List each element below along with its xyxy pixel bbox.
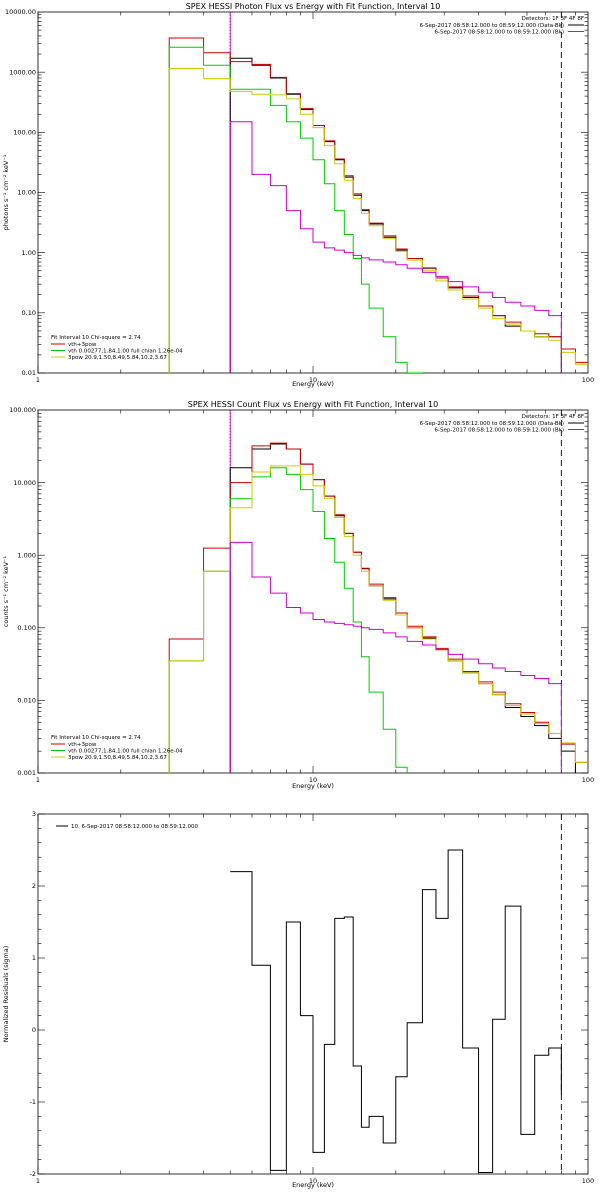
- series-10-: [230, 849, 562, 1174]
- series-vth-3pow: [168, 37, 588, 373]
- y-tick-label: 10.00: [17, 189, 36, 197]
- x-axis-label: Energy (keV): [292, 1181, 334, 1189]
- x-tick-label: 100: [582, 1177, 594, 1185]
- x-tick-label: 1: [36, 376, 40, 384]
- y-tick-label: 0.001: [17, 769, 36, 777]
- count-flux-chart: SPEX HESSI Count Flux vs Energy with Fit…: [2, 400, 594, 790]
- fit-legend-header: Fit Interval 10 Chi-square = 2.74: [51, 335, 141, 341]
- x-tick-label: 100: [582, 376, 594, 384]
- series-bk: [229, 121, 562, 373]
- series-vth: [168, 467, 408, 773]
- series-vth-3pow: [168, 442, 588, 773]
- y-tick-label: 100.000: [9, 406, 36, 414]
- chart-title: SPEX HESSI Photon Flux vs Energy with Fi…: [186, 2, 441, 11]
- x-tick-label: 1: [36, 776, 40, 784]
- fit-legend-entry: vth 0.00277,1.84,1.00 full chian 1.26e-0…: [68, 349, 183, 355]
- series-vth: [168, 46, 423, 373]
- photon-flux-chart: SPEX HESSI Photon Flux vs Energy with Fi…: [2, 2, 594, 388]
- series-data-bk: [229, 443, 576, 773]
- x-tick-label: 1: [36, 1177, 40, 1185]
- x-axis-label: Energy (keV): [292, 380, 334, 388]
- y-tick-label: 1.000: [17, 551, 36, 559]
- y-tick-label: 2: [32, 882, 36, 890]
- x-tick-label: 10: [309, 1177, 317, 1185]
- y-tick-label: 100.00: [13, 129, 36, 137]
- y-tick-label: 0.10: [22, 309, 36, 317]
- legend-entry: 6-Sep-2017 08:58:12.000 to 08:59:12.000 …: [435, 428, 565, 434]
- fit-legend-header: Fit Interval 10 Chi-square = 2.74: [51, 735, 141, 741]
- chart-title: SPEX HESSI Count Flux vs Energy with Fit…: [188, 400, 439, 409]
- legend-header: Detectors: 1F 3F 4F 8F: [522, 16, 584, 22]
- y-tick-label: 0.01: [22, 369, 36, 377]
- y-tick-label: 10000.00: [5, 8, 36, 16]
- legend-entry: 6-Sep-2017 08:58:12.000 to 08:59:12.000 …: [435, 30, 565, 36]
- x-axis-label: Energy (keV): [292, 782, 334, 790]
- fit-legend-entry: vth+3pow: [68, 742, 97, 748]
- series-group: [168, 37, 588, 373]
- y-tick-label: 1: [32, 954, 36, 962]
- legend-entry: 6-Sep-2017 08:58:12.000 to 08:59:12.000 …: [420, 23, 564, 29]
- fit-legend-entry: 3pow 20.9,1.50,8.49,5.84,10.2,3.67: [68, 755, 167, 761]
- y-tick-label: -1: [30, 1098, 36, 1106]
- fit-legend-entry: 3pow 20.9,1.50,8.49,5.84,10.2,3.67: [68, 355, 167, 361]
- y-axis-label: photons s⁻¹ cm⁻² keV⁻¹: [2, 154, 10, 230]
- fit-legend-entry: vth+3pow: [68, 342, 97, 348]
- fit-legend-entry: vth 0.00277,1.84,1.00 full chian 1.26e-0…: [68, 749, 183, 755]
- y-tick-label: 0.100: [17, 624, 36, 632]
- y-axis-label: Normalized Residuals (sigma): [2, 946, 10, 1043]
- y-tick-label: 10.000: [13, 479, 36, 487]
- y-tick-label: 1.00: [22, 249, 36, 257]
- legend-entry: 6-Sep-2017 08:58:12.000 to 08:59:12.000 …: [420, 421, 564, 427]
- series-group: [230, 849, 562, 1174]
- series-group: [168, 442, 588, 773]
- series-3pow: [168, 465, 588, 773]
- x-tick-label: 10: [309, 776, 317, 784]
- residual-legend-entry: 10. 6-Sep-2017 08:58:12.000 to 08:59:12.…: [71, 824, 198, 830]
- y-tick-label: 1000.00: [9, 68, 36, 76]
- y-tick-label: 0.010: [17, 697, 36, 705]
- legend-header: Detectors: 1F 3F 4F 8F: [522, 414, 584, 420]
- y-tick-label: -2: [30, 1170, 36, 1178]
- residuals-chart: 1 10 100 -2 -1 0 1 2 3 Energy (keV) Normalized Res…: [2, 810, 594, 1189]
- y-tick-label: 3: [32, 810, 36, 818]
- series-bk: [229, 541, 562, 773]
- x-tick-label: 100: [582, 776, 594, 784]
- y-axis-label: counts s⁻¹ cm⁻² keV⁻¹: [2, 555, 10, 627]
- y-tick-label: 0: [32, 1026, 36, 1034]
- series-3pow: [168, 68, 588, 373]
- x-tick-label: 10: [309, 376, 317, 384]
